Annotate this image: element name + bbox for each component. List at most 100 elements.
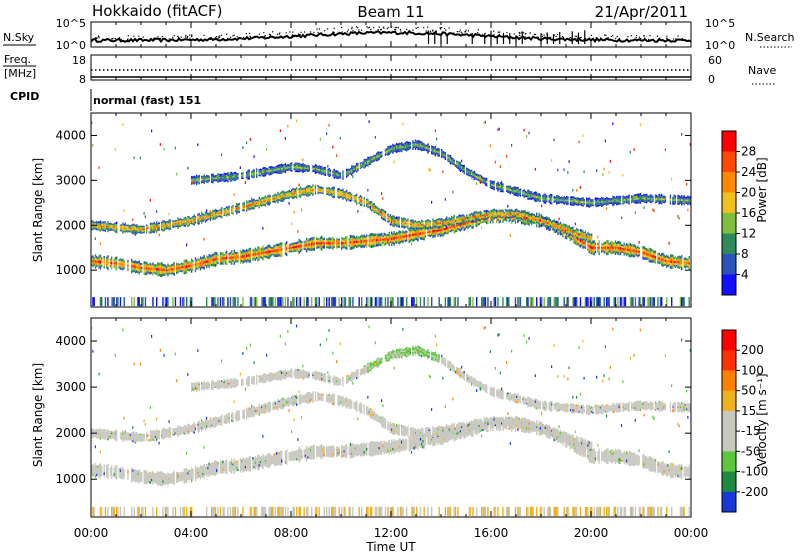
power-echo-cell <box>422 222 424 224</box>
power-echo-cell <box>434 148 437 151</box>
power-echo-cell <box>184 262 187 266</box>
power-echo-cell <box>327 244 329 247</box>
power-echo-cell <box>292 194 294 197</box>
power-echo-cell <box>322 238 324 241</box>
power-echo-cell <box>268 297 270 307</box>
power-echo-cell <box>496 183 498 185</box>
power-echo-cell <box>403 237 405 240</box>
power-echo-cell <box>223 260 225 263</box>
power-echo-cell <box>281 193 283 196</box>
power-echo-cell <box>329 172 332 174</box>
power-echo-cell <box>386 242 388 245</box>
power-echo-cell <box>281 253 283 257</box>
power-echo-cell <box>307 194 309 197</box>
power-echo-cell <box>189 220 192 222</box>
power-echo-cell <box>366 203 368 206</box>
power-echo-cell <box>108 229 110 231</box>
power-echo-cell <box>223 211 225 213</box>
freq-tick-top: 18 <box>72 54 86 67</box>
power-echo-cell <box>397 148 399 151</box>
power-echo-cell <box>436 218 438 221</box>
power-echo-cell <box>124 227 127 230</box>
power-echo-cell <box>288 165 290 167</box>
power-echo-cell <box>141 232 143 234</box>
power-echo-cell <box>193 181 195 183</box>
power-echo-cell <box>291 248 293 251</box>
power-echo-cell <box>404 218 407 221</box>
power-echo-cell <box>463 168 465 171</box>
power-echo-cell <box>208 215 210 217</box>
power-echo-cell <box>132 232 134 235</box>
power-echo-cell <box>264 197 267 200</box>
power-echo-cell <box>518 297 520 307</box>
power-echo-cell <box>483 182 485 184</box>
power-echo-cell <box>179 266 182 269</box>
power-echo-cell <box>313 245 315 248</box>
power-echo-cell <box>281 248 283 251</box>
power-echo-cell <box>158 263 160 266</box>
power-echo-cell <box>316 166 318 169</box>
noise-dot <box>218 36 221 39</box>
power-echo-cell <box>222 257 224 260</box>
power-echo-cell <box>204 264 207 267</box>
power-echo-cell <box>261 174 263 176</box>
power-echo-cell <box>424 231 427 234</box>
power-echo-cell <box>92 228 94 231</box>
power-echo-cell <box>273 254 275 257</box>
power-echo-cell <box>197 265 199 268</box>
power-echo-cell <box>373 207 375 210</box>
power-echo-cell <box>346 174 348 176</box>
power-echo-cell <box>402 122 404 126</box>
power-echo-cell <box>527 193 529 196</box>
power-echo-cell <box>121 267 123 270</box>
power-echo-cell <box>371 209 373 212</box>
power-echo-cell <box>286 166 288 168</box>
power-echo-cell <box>397 145 399 147</box>
power-echo-cell <box>242 174 244 177</box>
noise-dot <box>372 27 375 29</box>
power-echo-cell <box>253 172 255 175</box>
power-echo-cell <box>329 237 332 240</box>
power-echo-cell <box>258 246 260 250</box>
power-echo-cell <box>476 182 478 186</box>
power-echo-cell <box>267 245 269 248</box>
power-echo-cell <box>168 272 170 275</box>
power-echo-cell <box>478 174 480 177</box>
power-echo-cell <box>367 199 369 201</box>
power-echo-cell <box>416 237 418 241</box>
power-echo-cell <box>191 222 193 225</box>
power-echo-cell <box>399 233 402 236</box>
power-echo-cell <box>92 260 94 263</box>
power-echo-cell <box>443 220 445 222</box>
power-echo-cell <box>217 215 219 218</box>
noise-dot <box>644 38 646 41</box>
power-echo-cell <box>332 186 334 189</box>
power-echo-cell <box>99 224 102 228</box>
power-echo-cell <box>493 186 495 189</box>
power-echo-cell <box>386 150 388 153</box>
power-echo-cell <box>372 241 374 245</box>
power-echo-cell <box>326 246 328 249</box>
power-echo-cell <box>392 151 394 154</box>
power-echo-cell <box>509 219 512 222</box>
noise-dot <box>576 37 578 39</box>
power-echo-cell <box>287 169 289 172</box>
power-echo-cell <box>154 270 157 273</box>
power-echo-cell <box>538 198 540 201</box>
power-echo-cell <box>167 268 169 272</box>
power-echo-cell <box>338 173 340 175</box>
power-echo-cell <box>227 208 229 211</box>
power-echo-cell <box>267 201 269 204</box>
power-echo-cell <box>197 220 199 223</box>
power-echo-cell <box>207 175 209 177</box>
power-echo-cell <box>453 227 455 231</box>
power-echo-cell <box>523 213 525 217</box>
power-echo-cell <box>292 297 294 307</box>
noise-sky-label: N.Sky <box>3 31 35 44</box>
power-echo-cell <box>421 225 423 228</box>
power-echo-cell <box>193 221 195 224</box>
power-echo-cell <box>404 237 407 240</box>
power-echo-cell <box>373 160 375 162</box>
power-echo-cell <box>328 242 330 245</box>
power-echo-cell <box>307 166 309 168</box>
